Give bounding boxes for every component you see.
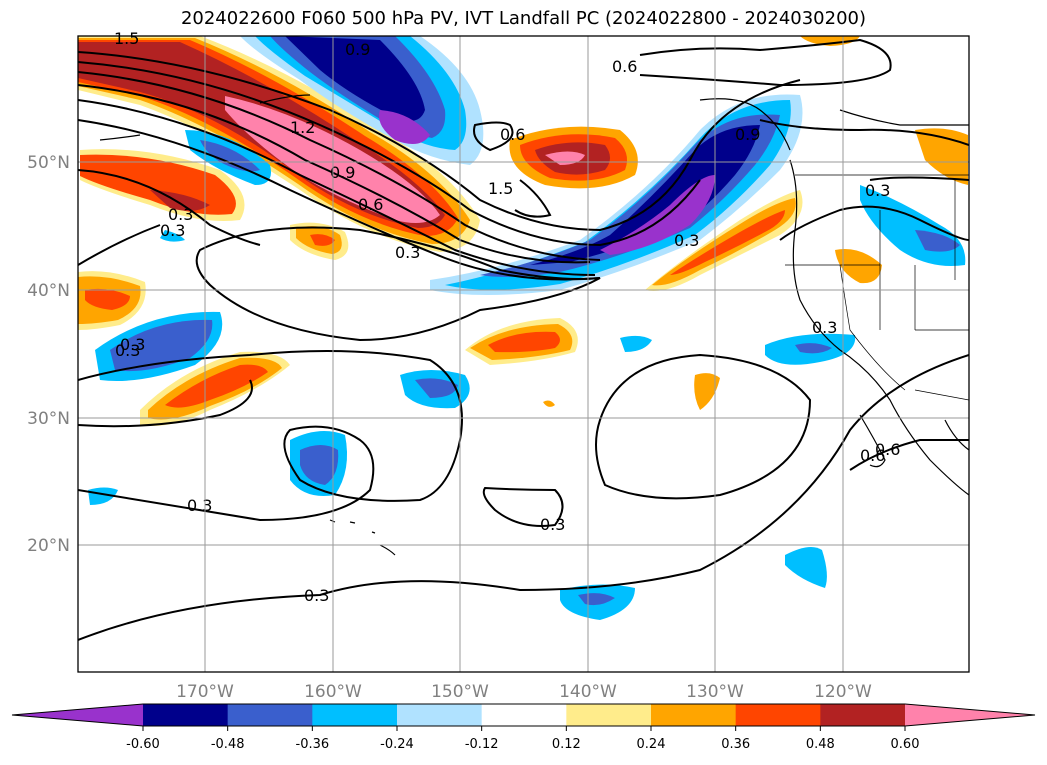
colorbar-extend-min <box>12 704 143 726</box>
contour-label: 0.3 <box>304 586 329 605</box>
contour-label: 0.6 <box>612 57 637 76</box>
contour-label: 0.3 <box>540 515 565 534</box>
colorbar-extend-max <box>905 704 1035 726</box>
colorbar-tick-label: -0.12 <box>465 737 499 752</box>
colorbar-segment <box>820 704 906 726</box>
colorbar-segment <box>566 704 652 726</box>
gridlines <box>78 36 969 672</box>
colorbar-tick-label: -0.60 <box>126 737 160 752</box>
colorbar-tick-label: 0.36 <box>721 737 750 752</box>
colorbar-tick-label: 0.48 <box>806 737 835 752</box>
colorbar-segment <box>143 704 229 726</box>
colorbar-tick-label: -0.24 <box>380 737 414 752</box>
colorbar-segment <box>312 704 398 726</box>
colorbar-segment <box>481 704 567 726</box>
contour-label: 1.5 <box>114 29 139 48</box>
lat-label: 30°N <box>27 409 70 429</box>
contour-label: 0.9 <box>345 40 370 59</box>
map-title: 2024022600 F060 500 hPa PV, IVT Landfall… <box>180 8 867 29</box>
colorbar-segment <box>397 704 483 726</box>
contour-label: 0.3 <box>160 221 185 240</box>
lon-label: 170°W <box>176 682 234 702</box>
latitude-labels: 50°N 40°N 30°N 20°N <box>27 153 70 556</box>
colorbar-tick-label: 0.24 <box>637 737 666 752</box>
contour-label: 0.3 <box>674 231 699 250</box>
contour-label: 1.5 <box>488 179 513 198</box>
lon-label: 140°W <box>559 682 617 702</box>
contour-labels: 1.5 1.5 1.2 0.9 0.6 0.6 0.6 0.9 0.3 0.3 … <box>114 29 900 605</box>
contour-label: 0.3 <box>865 181 890 200</box>
contour-label: 0.9 <box>735 125 760 144</box>
longitude-labels: 170°W 160°W 150°W 140°W 130°W 120°W <box>176 682 872 702</box>
lon-label: 160°W <box>304 682 362 702</box>
contour-label: 0.3 <box>168 205 193 224</box>
lat-label: 50°N <box>27 153 70 173</box>
contour-label: 0.3 <box>812 318 837 337</box>
contour-label: 0.3 <box>187 496 212 515</box>
contour-label: 0.9 <box>330 163 355 182</box>
colorbar-tick-label: 0.12 <box>552 737 581 752</box>
contour-label: 1.2 <box>290 118 315 137</box>
lon-label: 150°W <box>431 682 489 702</box>
contour-label: 0.6 <box>860 446 885 465</box>
colorbar-tick-label: -0.48 <box>211 737 245 752</box>
colorbar-segment <box>651 704 737 726</box>
colorbar-tick-label: -0.36 <box>296 737 330 752</box>
lon-label: 120°W <box>814 682 872 702</box>
lon-label: 130°W <box>686 682 744 702</box>
colorbar-segment <box>735 704 821 726</box>
contour-label: 0.3 <box>395 243 420 262</box>
colorbar-segment <box>227 704 313 726</box>
contour-label: 0.3 <box>115 341 140 360</box>
lat-label: 20°N <box>27 536 70 556</box>
contour-label: 0.3 <box>120 335 145 354</box>
colorbar-tick-label: 0.60 <box>891 737 920 752</box>
contour-label: 0.6 <box>500 125 525 144</box>
pv-contours <box>78 38 969 641</box>
colorbar: -0.60 -0.48 -0.36 -0.24 -0.12 0.12 0.24 0.36 0.4… <box>11 703 1036 752</box>
map-frame <box>77 35 970 673</box>
lat-label: 40°N <box>27 281 70 301</box>
contour-label: 0.6 <box>358 195 383 214</box>
contour-label: 0.6 <box>875 440 900 459</box>
